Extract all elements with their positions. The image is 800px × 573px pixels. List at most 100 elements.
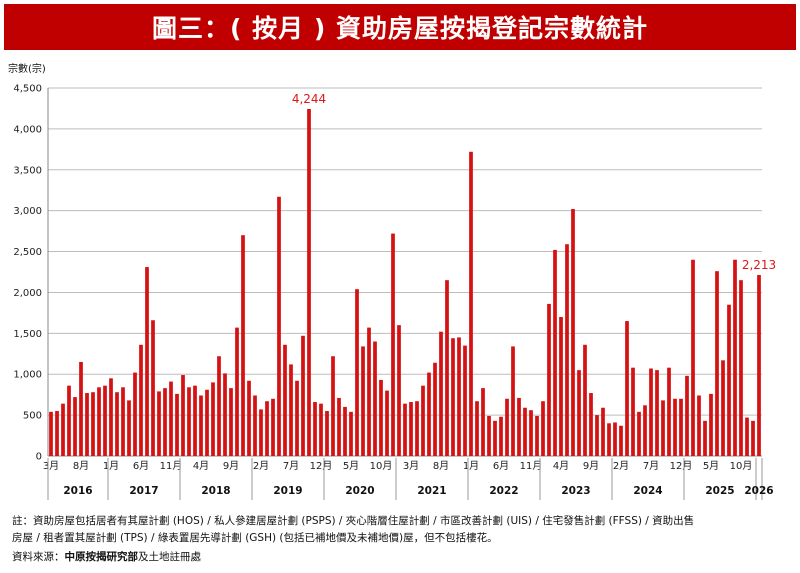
bar: [577, 370, 581, 456]
bar: [85, 393, 89, 456]
bar: [259, 409, 263, 456]
y-tick-label: 4,000: [13, 124, 42, 135]
bar: [727, 304, 731, 456]
x-tick-label: 5月: [703, 460, 719, 472]
bar: [631, 367, 635, 456]
bar: [445, 280, 449, 456]
x-tick-label: 3月: [43, 460, 59, 472]
x-tick-label: 7月: [283, 460, 299, 472]
y-tick-label: 3,000: [13, 206, 42, 217]
bar: [427, 372, 431, 456]
bar: [649, 368, 653, 456]
bar: [271, 398, 275, 456]
bar: [181, 375, 185, 456]
x-tick-label: 3月: [403, 460, 419, 472]
bar: [703, 420, 707, 456]
bar: [67, 385, 71, 456]
bar: [151, 320, 155, 456]
bar: [493, 420, 497, 456]
bar: [295, 380, 299, 456]
x-tick-label: 5月: [343, 460, 359, 472]
bar: [559, 316, 563, 456]
bar: [361, 346, 365, 456]
bar: [391, 233, 395, 456]
bar: [667, 367, 671, 456]
year-label: 2026: [744, 485, 773, 497]
bar: [607, 423, 611, 456]
bar: [547, 303, 551, 456]
x-tick-label: 6月: [493, 460, 509, 472]
x-tick-label: 7月: [643, 460, 659, 472]
source-note: 資料來源：中原按揭研究部及土地註冊處: [12, 549, 201, 564]
annotations: 4,244 2,213: [292, 92, 776, 272]
bar: [403, 403, 407, 456]
bar: [397, 325, 401, 456]
bar: [673, 398, 677, 456]
bar: [205, 389, 209, 456]
bar: [721, 360, 725, 456]
bar: [145, 267, 149, 456]
y-tick-label: 2,000: [13, 288, 42, 299]
bar: [625, 321, 629, 456]
x-tick-label: 8月: [433, 460, 449, 472]
bar: [277, 196, 281, 456]
bar: [487, 415, 491, 456]
bar: [601, 407, 605, 456]
bar: [79, 361, 83, 456]
y-tick-label: 0: [36, 452, 42, 463]
bar: [301, 335, 305, 456]
x-tick-label: 12月: [670, 460, 693, 472]
bar: [679, 398, 683, 456]
bar: [343, 406, 347, 456]
year-label: 2019: [273, 485, 302, 497]
y-axis-label: 宗數(宗): [8, 62, 46, 75]
bar: [337, 397, 341, 456]
bar: [553, 249, 557, 456]
year-label: 2023: [561, 485, 590, 497]
source-label: 資料來源：: [12, 551, 65, 563]
x-tick-label: 10月: [370, 460, 393, 472]
footnote-line-2: 房屋 / 租者置其屋計劃 (TPS) / 綠表置居先導計劃 (GSH) (包括已…: [12, 532, 498, 544]
bar: [187, 387, 191, 456]
bar: [733, 259, 737, 456]
bar-chart: 宗數(宗) 0 500 1,000 1,500 2,000 2,500 3,000 3,500…: [8, 62, 776, 500]
year-label: 2024: [633, 485, 662, 497]
bar: [199, 395, 203, 456]
bar: [535, 415, 539, 456]
bar: [715, 271, 719, 456]
x-tick-label: 12月: [310, 460, 333, 472]
bar: [265, 401, 269, 456]
bar: [121, 387, 125, 456]
year-label: 2018: [201, 485, 230, 497]
year-label: 2025: [705, 485, 734, 497]
bar: [517, 397, 521, 456]
bar: [91, 392, 95, 456]
bar: [217, 356, 221, 456]
bar: [115, 392, 119, 456]
year-label: 2017: [129, 485, 158, 497]
bar: [463, 345, 467, 456]
bar: [661, 400, 665, 456]
bar: [175, 393, 179, 456]
bar: [469, 151, 473, 456]
y-tick-label: 1,500: [13, 329, 42, 340]
x-tick-label: 11月: [520, 460, 543, 472]
bar: [235, 327, 239, 456]
x-tick-label: 11月: [160, 460, 183, 472]
bar: [379, 379, 383, 456]
y-tick-label: 500: [23, 411, 42, 422]
bar: [439, 331, 443, 456]
year-label: 2016: [63, 485, 92, 497]
bar: [331, 356, 335, 456]
x-tick-label: 1月: [103, 460, 119, 472]
y-tick-label: 2,500: [13, 247, 42, 258]
bar: [421, 385, 425, 456]
bar: [349, 411, 353, 456]
bar: [589, 393, 593, 456]
bar: [613, 422, 617, 456]
bar: [481, 388, 485, 456]
bar: [475, 401, 479, 456]
bar: [325, 411, 329, 456]
bar: [193, 385, 197, 456]
bar: [289, 364, 293, 456]
